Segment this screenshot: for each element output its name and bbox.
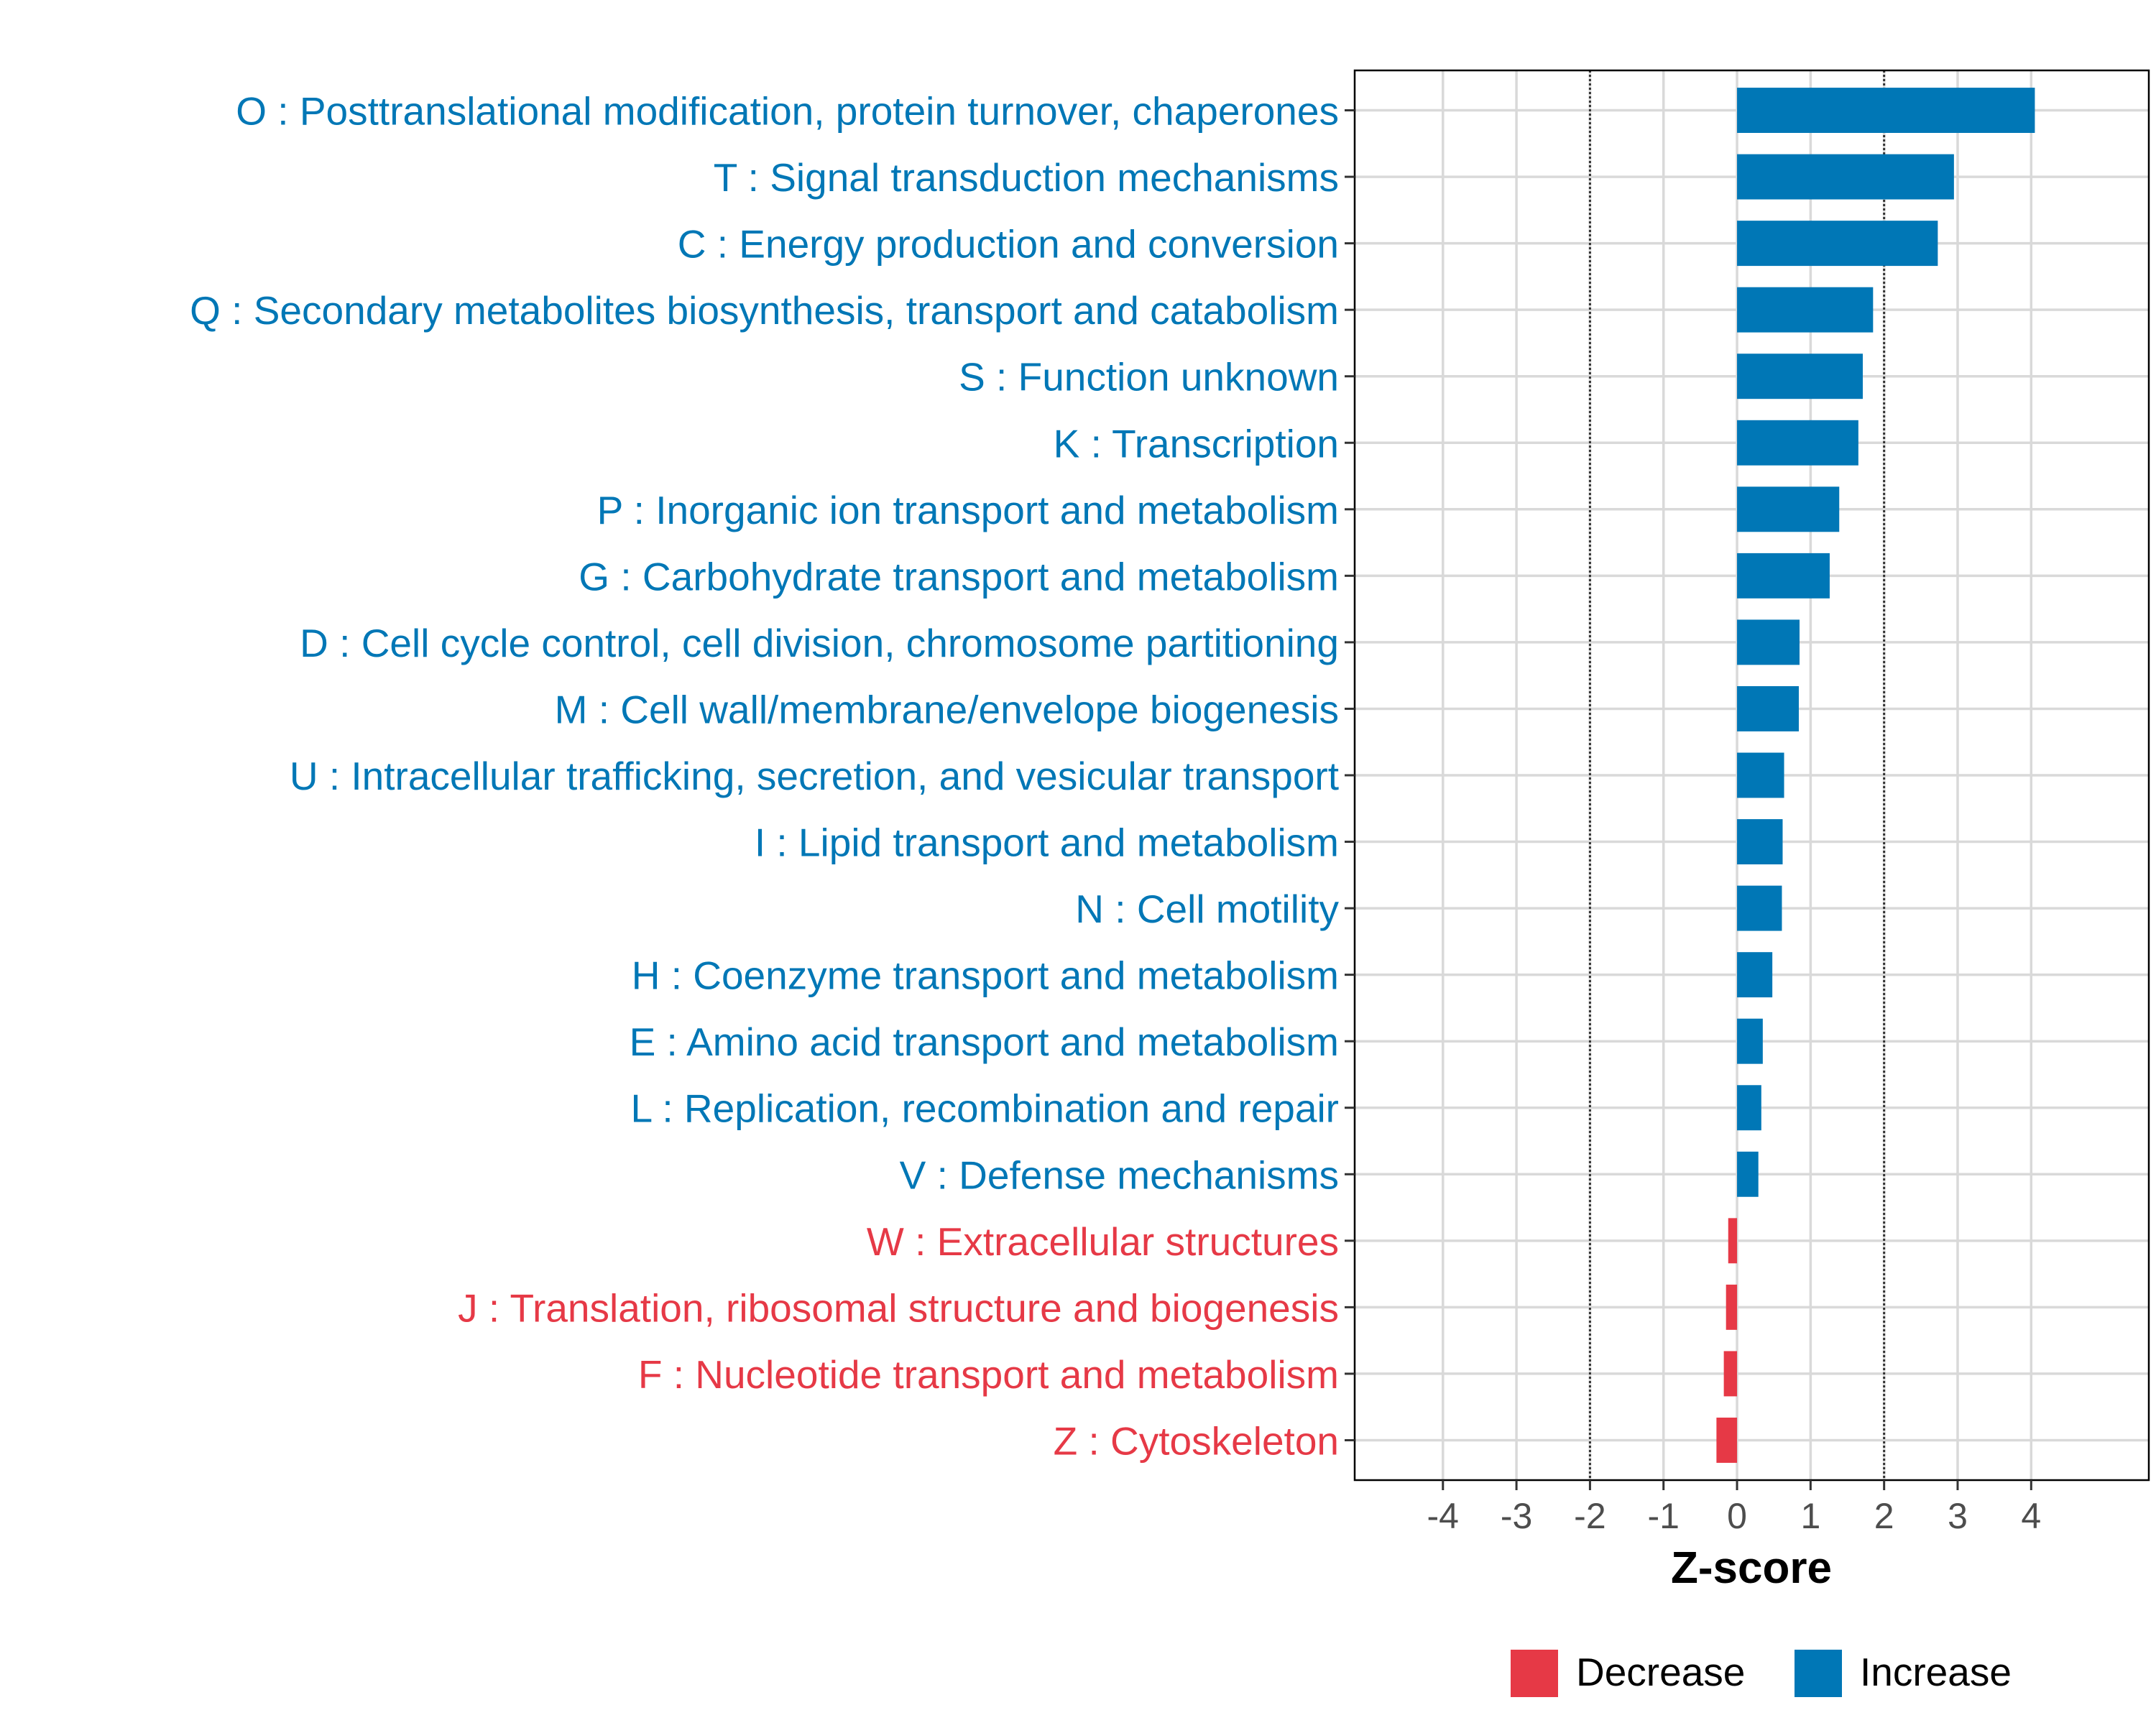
bar xyxy=(1737,952,1773,998)
category-label: M : Cell wall/membrane/envelope biogenes… xyxy=(555,687,1339,731)
x-ticks xyxy=(1442,1480,2032,1490)
category-label: Q : Secondary metabolites biosynthesis, … xyxy=(190,288,1339,333)
legend-swatch xyxy=(1795,1650,1842,1697)
bar xyxy=(1728,1218,1738,1264)
reference-lines xyxy=(1588,70,1886,1480)
category-label: G : Carbohydrate transport and metabolis… xyxy=(579,554,1339,599)
x-axis-title: Z-score xyxy=(1671,1543,1832,1593)
bar xyxy=(1716,1418,1738,1463)
x-tick-labels: -4 -3 -2 -1 0 1 2 3 4 xyxy=(1427,1496,2042,1536)
category-label: W : Extracellular structures xyxy=(867,1219,1339,1264)
category-labels: O : Posttranslational modification, prot… xyxy=(190,89,1339,1464)
bar xyxy=(1737,819,1783,865)
bar xyxy=(1723,1351,1738,1397)
category-label: J : Translation, ribosomal structure and… xyxy=(458,1285,1339,1330)
x-tick-label: -1 xyxy=(1647,1496,1679,1536)
x-tick-label: -2 xyxy=(1574,1496,1606,1536)
bar xyxy=(1737,885,1782,931)
bar xyxy=(1737,354,1863,399)
category-label: D : Cell cycle control, cell division, c… xyxy=(300,621,1339,665)
bar xyxy=(1737,88,2035,133)
bar xyxy=(1737,1018,1763,1064)
bar xyxy=(1737,1085,1761,1131)
bar xyxy=(1737,553,1830,599)
x-tick-label: -4 xyxy=(1427,1496,1459,1536)
bar xyxy=(1737,619,1800,665)
legend-swatch xyxy=(1511,1650,1558,1697)
legend: Decrease Increase xyxy=(1511,1650,2012,1697)
x-tick-label: 1 xyxy=(1800,1496,1820,1536)
bar xyxy=(1737,420,1858,466)
category-label: U : Intracellular trafficking, secretion… xyxy=(290,754,1339,798)
bar xyxy=(1737,486,1840,532)
category-label: Z : Cytoskeleton xyxy=(1054,1418,1339,1463)
category-label: I : Lipid transport and metabolism xyxy=(755,821,1339,865)
bar xyxy=(1737,154,1954,200)
x-tick-label: 0 xyxy=(1727,1496,1747,1536)
category-label: E : Amino acid transport and metabolism xyxy=(630,1020,1339,1064)
category-label: C : Energy production and conversion xyxy=(678,222,1339,267)
category-label: F : Nucleotide transport and metabolism xyxy=(638,1352,1339,1397)
category-label: K : Transcription xyxy=(1054,421,1339,466)
bars xyxy=(1716,88,2035,1463)
category-label: P : Inorganic ion transport and metaboli… xyxy=(597,488,1339,532)
bar xyxy=(1737,287,1874,333)
bar xyxy=(1737,1151,1759,1197)
legend-label: Increase xyxy=(1860,1650,2012,1694)
category-label: N : Cell motility xyxy=(1075,887,1339,931)
bar xyxy=(1737,685,1799,731)
x-tick-label: -3 xyxy=(1501,1496,1532,1536)
category-label: S : Function unknown xyxy=(959,355,1339,399)
category-label: V : Defense mechanisms xyxy=(900,1152,1339,1197)
x-tick-label: 3 xyxy=(1948,1496,1968,1536)
y-ticks xyxy=(1345,109,1355,1441)
category-label: T : Signal transduction mechanisms xyxy=(714,155,1339,200)
x-tick-label: 2 xyxy=(1874,1496,1894,1536)
legend-label: Decrease xyxy=(1576,1650,1745,1694)
bar xyxy=(1726,1284,1738,1330)
x-tick-label: 4 xyxy=(2021,1496,2041,1536)
bar xyxy=(1737,752,1784,798)
bar xyxy=(1737,221,1938,267)
category-label: H : Coenzyme transport and metabolism xyxy=(632,953,1339,998)
category-label: O : Posttranslational modification, prot… xyxy=(236,89,1339,134)
category-label: L : Replication, recombination and repai… xyxy=(631,1086,1339,1131)
